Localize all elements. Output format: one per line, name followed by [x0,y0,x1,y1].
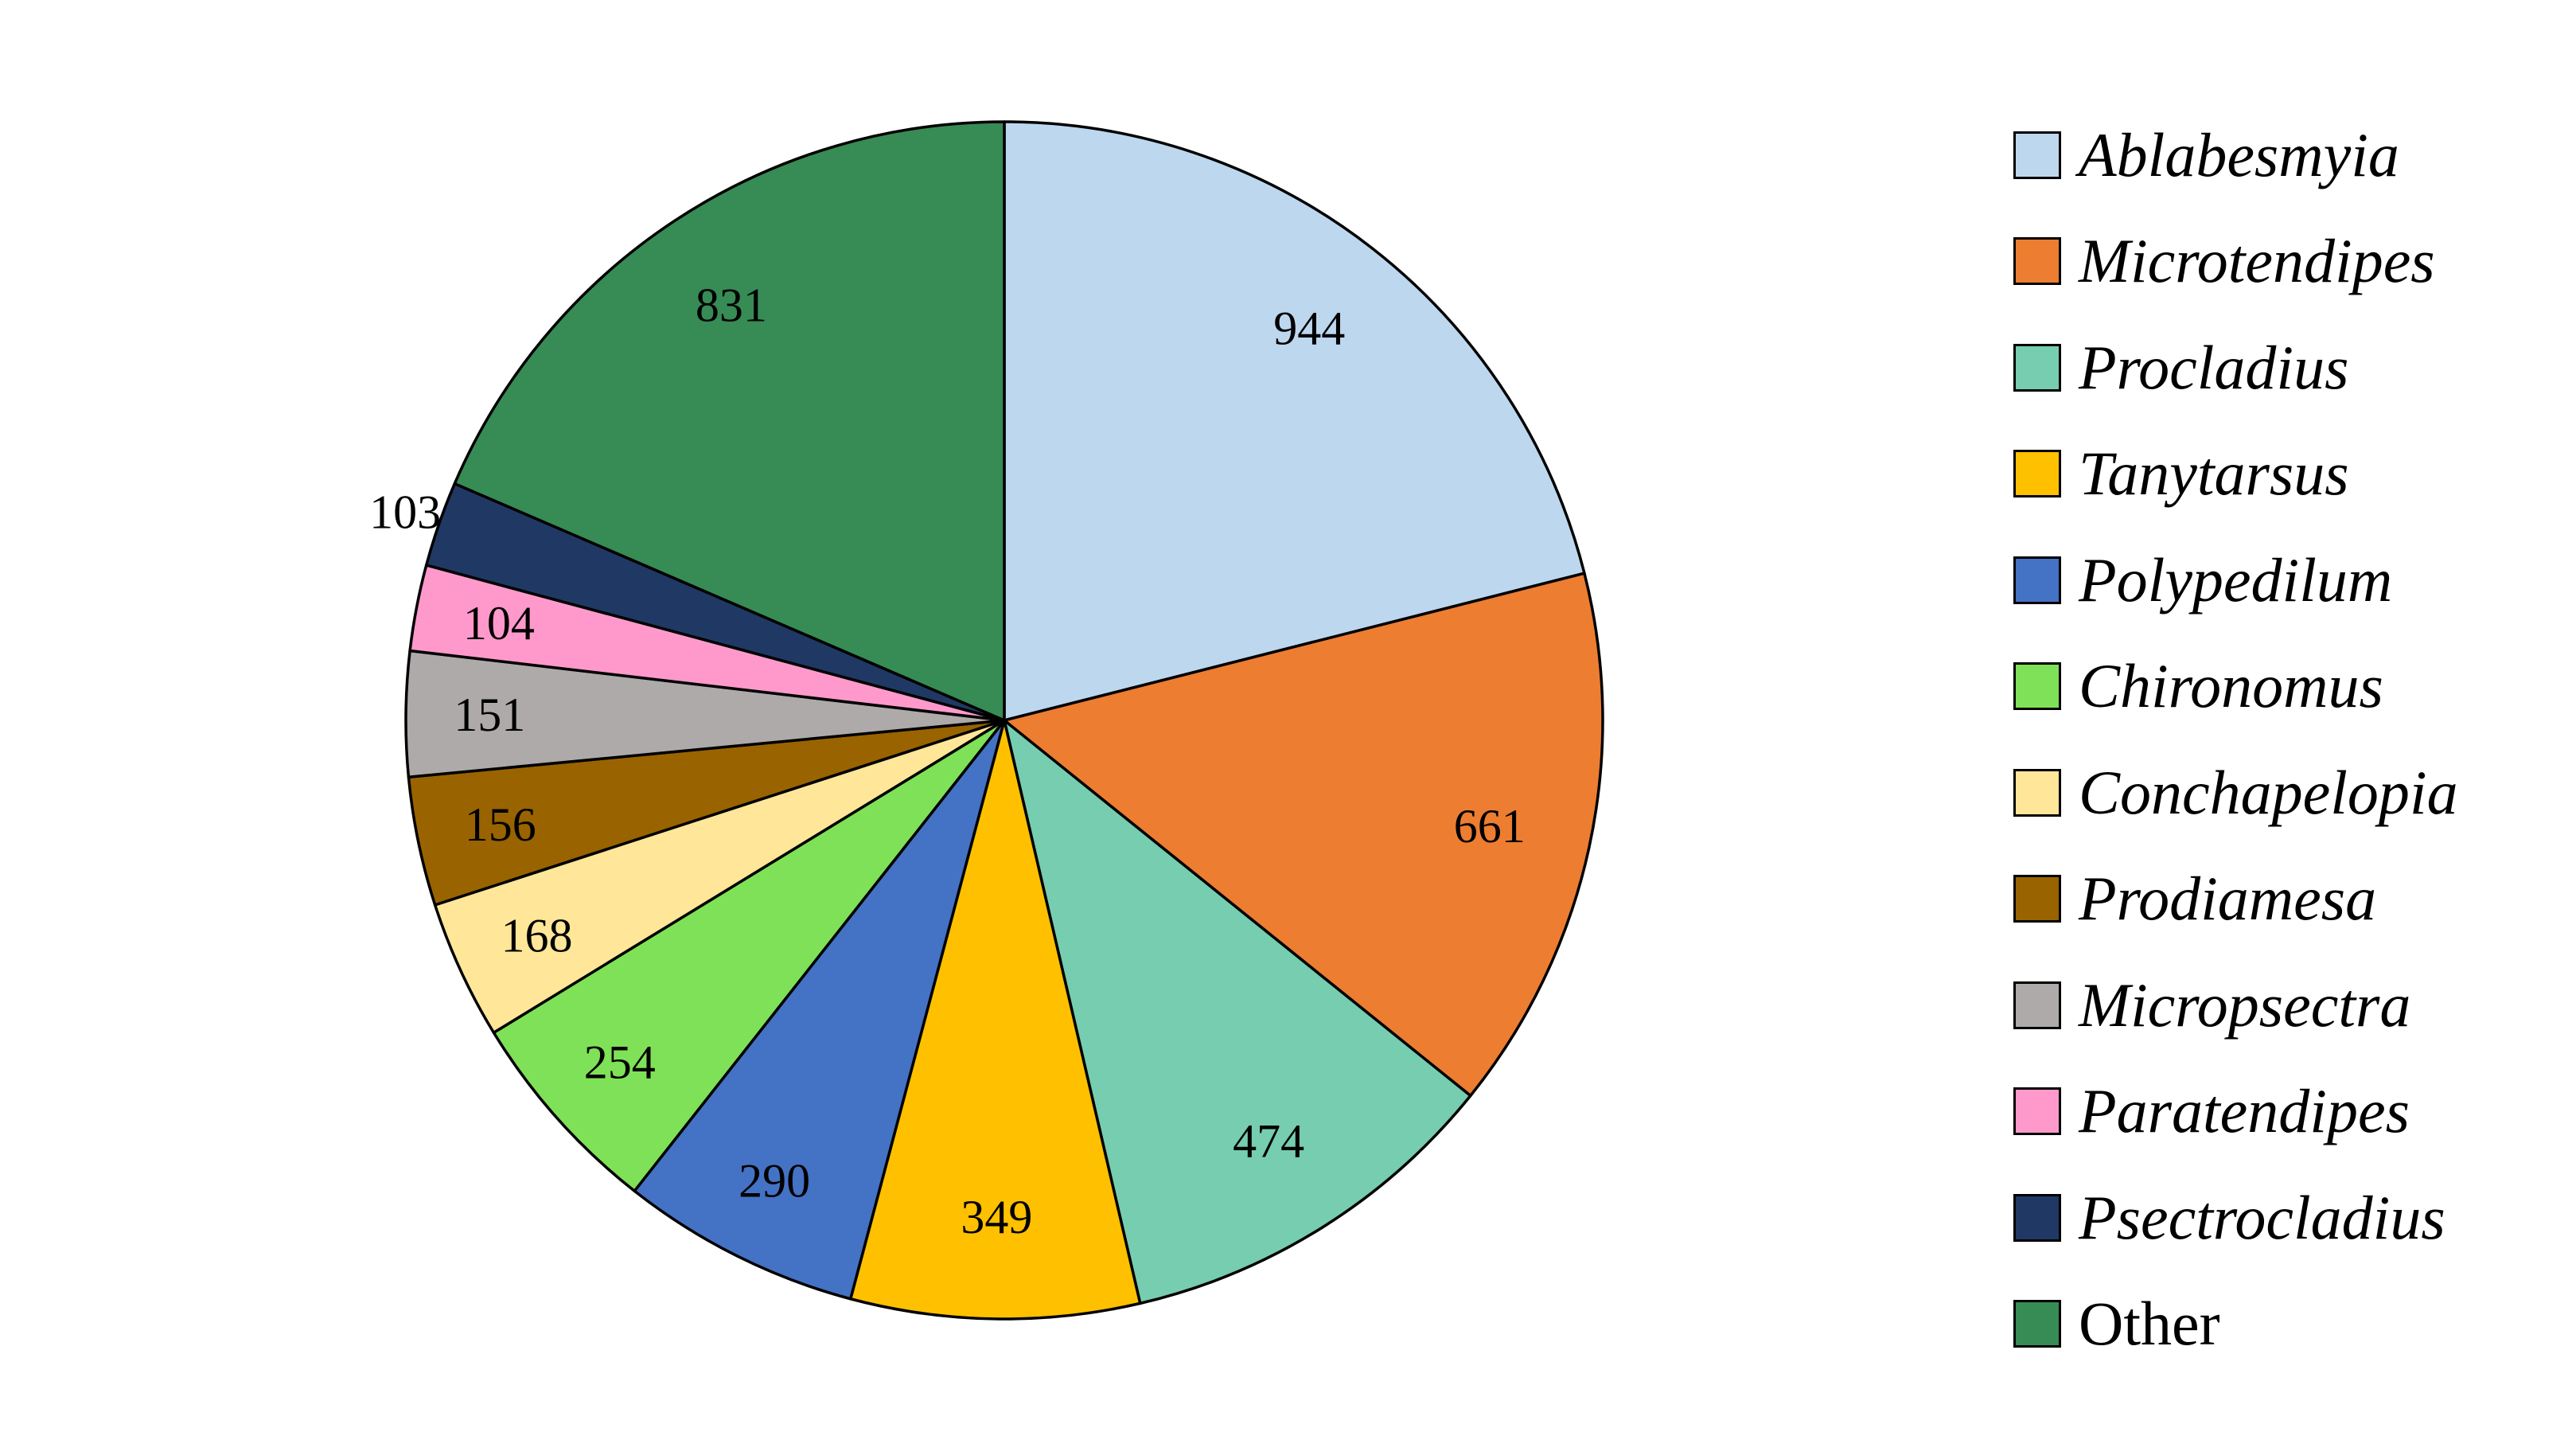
legend-label: Procladius [2079,332,2349,402]
legend-item-psectrocladius: Psectrocladius [2013,1165,2458,1271]
slice-procladius [1003,719,1472,1305]
legend-label: Polypedilum [2079,544,2393,615]
legend-label: Ablabesmyia [2079,119,2399,189]
data-label-other: 831 [696,279,767,332]
legend-label: Chironomus [2079,651,2383,721]
data-label-paratendipes: 104 [463,597,535,650]
legend-item-conchapelopia: Conchapelopia [2013,739,2458,846]
legend-label: Paratendipes [2079,1076,2410,1146]
legend-swatch [2013,981,2061,1029]
legend-item-ablabesmyia: Ablabesmyia [2013,102,2458,209]
slice-chironomus [492,719,1006,1192]
legend-swatch [2013,131,2061,179]
legend-label: Microtendipes [2079,226,2435,296]
pie-slices [404,120,1604,1321]
legend-swatch [2013,768,2061,817]
data-label-procladius: 474 [1233,1115,1304,1168]
slice-other [453,120,1006,722]
pie-data-labels: 944 661 474 349 290 254 168 156 151 104 103 831 [369,279,1526,1243]
legend-label: Psectrocladius [2079,1182,2445,1252]
legend: Ablabesmyia Microtendipes Procladius Tanyta… [2013,102,2458,1377]
data-label-psectrocladius: 103 [369,486,441,538]
data-label-chironomus: 254 [584,1036,656,1089]
legend-swatch [2013,662,2061,711]
data-label-conchapelopia: 168 [501,909,573,962]
data-label-microtendipes: 661 [1454,800,1526,853]
legend-swatch [2013,1300,2061,1348]
slice-polypedilum [633,719,1006,1301]
legend-item-procladius: Procladius [2013,314,2458,421]
legend-item-other: Other [2013,1271,2458,1378]
data-label-tanytarsus: 349 [961,1191,1032,1243]
slice-microtendipes [1003,572,1604,1098]
legend-label: Prodiamesa [2079,864,2377,934]
legend-item-prodiamesa: Prodiamesa [2013,846,2458,953]
legend-swatch [2013,1193,2061,1242]
legend-label: Conchapelopia [2079,757,2458,827]
slice-tanytarsus [849,719,1142,1321]
legend-swatch [2013,450,2061,498]
legend-item-tanytarsus: Tanytarsus [2013,421,2458,528]
legend-label: Tanytarsus [2079,439,2349,509]
legend-item-micropsectra: Micropsectra [2013,952,2458,1059]
data-label-micropsectra: 151 [454,689,525,741]
data-label-prodiamesa: 156 [465,798,536,851]
legend-item-polypedilum: Polypedilum [2013,527,2458,634]
legend-item-microtendipes: Microtendipes [2013,209,2458,315]
legend-swatch [2013,237,2061,286]
legend-swatch [2013,1087,2061,1136]
legend-swatch [2013,875,2061,923]
legend-label: Other [2079,1289,2220,1359]
data-label-ablabesmyia: 944 [1273,302,1345,354]
legend-swatch [2013,343,2061,392]
data-label-polypedilum: 290 [739,1155,810,1208]
legend-item-paratendipes: Paratendipes [2013,1059,2458,1165]
legend-item-chironomus: Chironomus [2013,634,2458,740]
legend-label: Micropsectra [2079,970,2411,1040]
legend-swatch [2013,556,2061,604]
slice-ablabesmyia [1003,120,1586,722]
